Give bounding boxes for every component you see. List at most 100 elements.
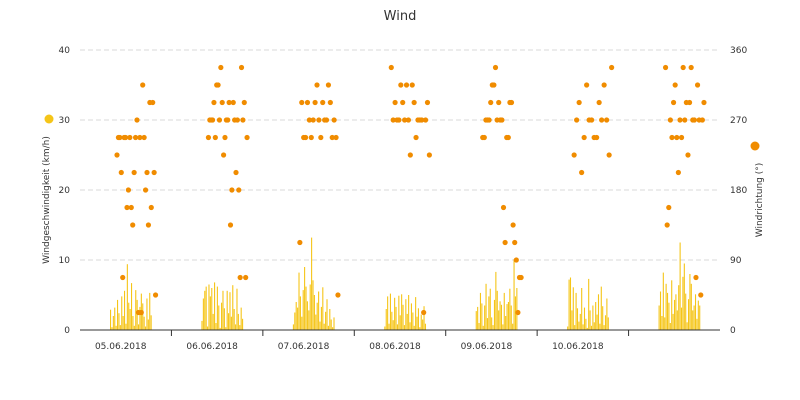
speed-bar [329, 309, 331, 330]
left-tick-label: 30 [59, 116, 71, 126]
speed-bar [204, 290, 206, 330]
direction-point [584, 82, 590, 88]
direction-point [674, 134, 680, 141]
direction-point [216, 117, 223, 123]
direction-point [481, 134, 487, 141]
direction-point [488, 99, 494, 106]
speed-bar [579, 313, 581, 330]
speed-bar [675, 294, 677, 330]
speed-bar [115, 325, 117, 330]
left-tick-label: 0 [64, 326, 70, 336]
speed-bar [607, 317, 609, 330]
x-tick-label: 07.06.2018 [278, 342, 330, 352]
left-tick-label: 20 [59, 186, 71, 196]
speed-bar [207, 326, 209, 330]
direction-point [122, 134, 129, 141]
direction-point [241, 99, 247, 106]
direction-point [609, 64, 615, 71]
direction-point [312, 99, 318, 106]
right-axis-label: Windrichtung (°) [755, 163, 765, 238]
speed-bar [136, 299, 138, 330]
speed-bar [128, 302, 130, 330]
speed-bar [679, 242, 681, 330]
speed-bar [413, 325, 415, 330]
speed-bar [409, 322, 411, 330]
speed-bar [403, 325, 405, 330]
direction-point [500, 204, 507, 211]
speed-bar [396, 324, 398, 330]
speed-bar [308, 310, 310, 330]
direction-point [405, 117, 412, 123]
direction-point [144, 169, 150, 176]
direction-point [409, 82, 415, 88]
direction-point [132, 134, 139, 141]
speed-bar [218, 305, 220, 330]
direction-point [243, 274, 249, 281]
speed-bar [419, 327, 421, 330]
direction-point [211, 99, 217, 106]
direction-point [666, 204, 672, 211]
x-tick-label: 09.06.2018 [461, 342, 513, 352]
speed-bar [222, 290, 224, 330]
speed-bars [110, 237, 701, 330]
speed-bar [322, 287, 324, 330]
speed-bar [205, 286, 207, 330]
speed-bar [578, 321, 580, 330]
speed-bar [146, 298, 148, 330]
speed-bar [143, 316, 145, 330]
speed-bar [505, 316, 507, 330]
speed-bar [606, 298, 608, 330]
speed-bar [309, 284, 311, 330]
speed-bar [693, 305, 695, 330]
speed-bar [685, 293, 687, 330]
speed-bar [686, 322, 688, 330]
speed-bar [513, 259, 515, 330]
speed-bar [315, 314, 317, 330]
direction-point [316, 117, 322, 123]
speed-bar [110, 309, 112, 330]
speed-bar [384, 326, 386, 330]
direction-point [323, 117, 330, 123]
right-tick-label: 270 [730, 116, 747, 126]
speed-bar [410, 303, 412, 330]
speed-bar [699, 305, 701, 330]
speed-bar [118, 313, 120, 330]
direction-point [148, 204, 154, 211]
direction-point [491, 82, 497, 88]
direction-point [411, 99, 417, 106]
speed-bar [662, 272, 664, 330]
speed-bar [599, 323, 601, 330]
speed-bar [692, 310, 694, 330]
direction-point [299, 99, 305, 106]
direction-point [604, 117, 610, 123]
speed-bar [392, 320, 394, 330]
direction-point [677, 117, 683, 123]
direction-point [421, 309, 427, 316]
speed-bar [306, 301, 308, 330]
speed-bar [589, 310, 591, 330]
speed-bar [506, 304, 508, 330]
speed-bar [320, 306, 322, 330]
left-tick-label: 10 [59, 256, 71, 266]
speed-bar [488, 296, 490, 330]
x-tick-label: 05.06.2018 [95, 342, 147, 352]
direction-point [325, 82, 332, 88]
x-axis-ticks: 05.06.2018 06.06.2018 07.06.2018 08.06.2018… [95, 330, 630, 352]
speed-bar [405, 299, 407, 330]
direction-point [205, 134, 212, 141]
speed-bar [133, 325, 135, 330]
speed-bar [135, 290, 137, 330]
speed-bar [423, 306, 425, 330]
speed-bar [665, 283, 667, 330]
speed-bar [682, 276, 684, 330]
speed-bar [575, 292, 577, 330]
speed-bar [230, 316, 232, 330]
speed-bar [323, 323, 325, 330]
direction-point [314, 82, 320, 88]
direction-point [128, 204, 134, 211]
speed-bar [389, 293, 391, 330]
speed-bar [332, 327, 334, 330]
speed-bar [603, 325, 605, 330]
direction-point [426, 152, 432, 158]
